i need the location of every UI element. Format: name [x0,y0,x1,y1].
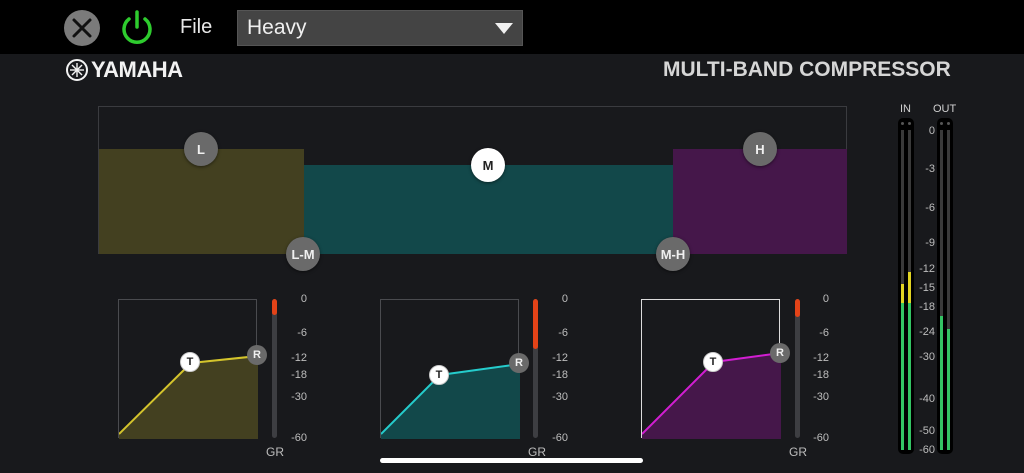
gr-meter-low [272,299,277,438]
power-icon [122,10,152,44]
gr-scale-low: 0 -6 -12 -18 -30 -60 [291,293,307,444]
compressor-low-graph[interactable] [118,299,258,439]
close-icon [72,18,92,38]
ratio-handle-low[interactable]: R [247,345,267,365]
brand-logo: YAMAHA [66,57,183,83]
home-indicator[interactable] [380,458,643,463]
gr-label-low: GR [266,445,284,459]
file-label[interactable]: File [180,16,213,38]
close-button[interactable] [64,10,100,46]
gr-scale-high: 0 -6 -12 -18 -30 -60 [813,293,829,444]
ratio-handle-high[interactable]: R [770,343,790,363]
tuning-fork-emblem-icon [66,59,88,81]
band-crossover-display[interactable] [98,106,847,254]
preset-dropdown[interactable]: Heavy [237,10,523,46]
level-meter-scale: 0 -3 -6 -9 -12 -15 -18 -24 -30 -40 -50 -… [919,125,935,456]
crossover-mid-high-knob[interactable]: M-H [656,237,690,271]
gr-label-mid: GR [528,445,546,459]
gr-meter-high [795,299,800,438]
band-low-knob[interactable]: L [184,132,218,166]
power-button[interactable] [117,8,157,48]
page-title: MULTI-BAND COMPRESSOR [663,58,951,81]
brand-name: YAMAHA [91,57,183,82]
input-meter-label: IN [900,103,911,115]
compressor-high-graph[interactable] [641,299,781,439]
band-high-knob[interactable]: H [743,132,777,166]
gr-scale-mid: 0 -6 -12 -18 -30 -60 [552,293,568,444]
band-low-region [99,149,304,254]
output-level-meter [937,118,953,454]
input-level-meter [898,118,914,454]
gr-meter-mid [533,299,538,438]
top-bar: File Heavy [0,0,1024,54]
band-mid-knob[interactable]: M [471,148,505,182]
compressor-mid-graph[interactable] [380,299,520,439]
chevron-down-icon [495,23,513,34]
gr-label-high: GR [789,445,807,459]
threshold-handle-mid[interactable]: T [429,365,449,385]
threshold-handle-high[interactable]: T [703,352,723,372]
band-high-region [673,149,847,254]
preset-value: Heavy [247,16,307,39]
ratio-handle-mid[interactable]: R [509,353,529,373]
crossover-low-mid-knob[interactable]: L-M [286,237,320,271]
output-meter-label: OUT [933,103,957,115]
threshold-handle-low[interactable]: T [180,352,200,372]
